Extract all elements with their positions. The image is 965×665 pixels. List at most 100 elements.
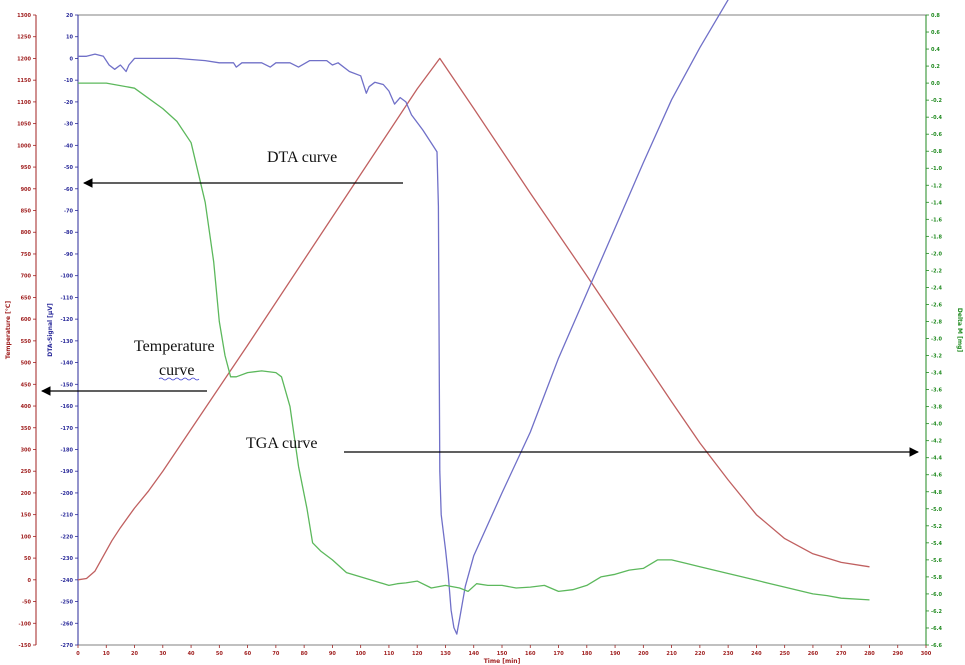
dta-axis-tick-label: -270 <box>60 643 73 649</box>
temperature-axis-tick-label: 950 <box>21 165 32 171</box>
delta-m-axis-tick-label: -5.6 <box>931 558 942 564</box>
dta-axis-tick-label: -80 <box>64 230 74 236</box>
delta-m-axis-ticks: -6.6 -6.4 -6.2 -6.0 -5.8 -5.6 -5.4 -5.2 -5.0 -4.8… <box>926 13 942 649</box>
temperature-axis-tick-label: 1000 <box>17 143 31 149</box>
temperature-axis-tick-label: 850 <box>21 209 32 215</box>
dta-axis-tick-label: -210 <box>60 513 73 519</box>
time-axis-tick-label: 160 <box>525 651 536 657</box>
temperature-axis-tick-label: 900 <box>21 187 32 193</box>
delta-m-axis-tick-label: -4.4 <box>931 456 942 462</box>
dta-axis-tick-label: -190 <box>60 469 73 475</box>
temperature-series-line <box>77 57 870 581</box>
delta-m-axis-tick-label: 0.4 <box>931 47 940 53</box>
delta-m-axis-tick-label: -3.6 <box>931 388 942 394</box>
temperature-axis-tick-label: 1300 <box>17 13 31 19</box>
dta-axis-tick-label: 20 <box>66 13 73 19</box>
time-axis-tick-label: 110 <box>384 651 395 657</box>
time-axis-tick-label: 170 <box>553 651 564 657</box>
delta-m-axis-tick-label: -0.6 <box>931 132 942 138</box>
delta-m-axis-tick-label: -4.0 <box>931 422 942 428</box>
dta-axis-tick-label: -230 <box>60 556 73 562</box>
delta-m-axis-tick-label: -6.4 <box>931 626 942 632</box>
time-axis-tick-label: 240 <box>751 651 762 657</box>
dta-axis-tick-label: -20 <box>64 100 74 106</box>
delta-m-axis-tick-label: -2.4 <box>931 285 942 291</box>
dta-axis-tick-label: -180 <box>60 447 73 453</box>
time-axis-ticks: 0 10 20 30 40 50 60 70 80 90 100 110 120 130 140 150 160… <box>76 645 932 657</box>
delta-m-axis-tick-label: -6.6 <box>931 643 942 649</box>
dta-axis-tick-label: -240 <box>60 578 73 584</box>
temperature-axis-tick-label: 350 <box>21 426 32 432</box>
delta-m-axis-tick-label: -5.8 <box>931 575 942 581</box>
delta-m-axis-tick-label: -3.8 <box>931 405 942 411</box>
temperature-axis-tick-label: 300 <box>21 447 32 453</box>
time-axis-tick-label: 40 <box>188 651 195 657</box>
delta-m-axis-tick-label: -1.2 <box>931 183 942 189</box>
temperature-axis-tick-label: 100 <box>21 534 32 540</box>
time-axis-tick-label: 290 <box>893 651 904 657</box>
time-axis-tick-label: 100 <box>355 651 366 657</box>
temperature-axis-tick-label: 200 <box>21 491 32 497</box>
delta-m-axis-tick-label: -4.2 <box>931 439 942 445</box>
time-axis-tick-label: 120 <box>412 651 423 657</box>
dta-axis-tick-label: -140 <box>60 361 73 367</box>
dta-axis-tick-label: -150 <box>60 382 73 388</box>
temperature-axis-tick-label: -150 <box>18 643 31 649</box>
dta-axis-tick-label: -160 <box>60 404 73 410</box>
tga-annotation-label: TGA curve <box>246 435 318 452</box>
delta-m-axis-tick-label: -4.8 <box>931 490 942 496</box>
dta-annotation-label: DTA curve <box>267 149 337 166</box>
delta-m-axis-tick-label: -0.2 <box>931 98 942 104</box>
dta-axis-ticks: -270-260-250-240-230-220-210-200-190-180… <box>60 13 78 649</box>
delta-m-axis-tick-label: -2.8 <box>931 319 942 325</box>
delta-m-axis-tick-label: -1.4 <box>931 200 942 206</box>
dta-axis-tick-label: -260 <box>60 621 73 627</box>
temperature-axis-tick-label: 1200 <box>17 56 31 62</box>
delta-m-axis-tick-label: -0.4 <box>931 115 942 121</box>
plot-frame <box>77 14 927 646</box>
time-axis-tick-label: 270 <box>836 651 847 657</box>
delta-m-axis-tick-label: -2.6 <box>931 302 942 308</box>
time-axis-tick-label: 20 <box>131 651 138 657</box>
delta-m-axis-label: Delta M [mg] <box>956 308 963 352</box>
delta-m-axis-tick-label: -6.2 <box>931 609 942 615</box>
time-axis-tick-label: 200 <box>638 651 649 657</box>
temperature-axis-tick-label: 250 <box>21 469 32 475</box>
temperature-axis-tick-label: 1150 <box>17 78 31 84</box>
time-axis-tick-label: 280 <box>864 651 875 657</box>
time-axis-tick-label: 150 <box>497 651 508 657</box>
delta-m-axis-tick-label: -2.2 <box>931 268 942 274</box>
delta-m-axis-tick-label: -5.4 <box>931 541 942 547</box>
temperature-axis-tick-label: 150 <box>21 513 32 519</box>
time-axis-tick-label: 0 <box>76 651 80 657</box>
time-axis-tick-label: 210 <box>666 651 677 657</box>
temperature-axis-tick-label: -50 <box>22 600 32 606</box>
dta-axis-tick-label: -130 <box>60 339 73 345</box>
delta-m-axis-tick-label: -1.8 <box>931 234 942 240</box>
temperature-axis-tick-label: 400 <box>21 404 32 410</box>
dta-axis-tick-label: -100 <box>60 274 73 280</box>
delta_m-series-line <box>78 82 870 601</box>
temperature-axis-tick-label: 600 <box>21 317 32 323</box>
time-axis-tick-label: 30 <box>159 651 166 657</box>
time-axis-tick-label: 130 <box>440 651 451 657</box>
temperature-annotation-label: Temperature <box>134 338 215 355</box>
delta-m-axis-tick-label: -6.0 <box>931 592 942 598</box>
time-axis-tick-label: 180 <box>582 651 593 657</box>
delta-m-axis-tick-label: -5.0 <box>931 507 942 513</box>
dta-axis-tick-label: -110 <box>60 295 73 301</box>
delta-m-axis-tick-label: -5.2 <box>931 524 942 530</box>
time-axis-tick-label: 10 <box>103 651 110 657</box>
temperature-axis-tick-label: 800 <box>21 230 32 236</box>
time-axis-tick-label: 90 <box>329 651 336 657</box>
time-axis-tick-label: 220 <box>695 651 706 657</box>
delta-m-axis-tick-label: 0.6 <box>931 30 940 36</box>
time-axis-tick-label: 50 <box>216 651 223 657</box>
dta-axis-tick-label: -10 <box>64 78 74 84</box>
temperature-axis-tick-label: 650 <box>21 295 32 301</box>
dta-axis-tick-label: -250 <box>60 600 73 606</box>
temperature-annotation-label-2: curve <box>159 362 195 379</box>
delta-m-axis-tick-label: -2.0 <box>931 251 942 257</box>
delta-m-axis-tick-label: 0.8 <box>931 13 940 19</box>
delta-m-axis-tick-label: 0.2 <box>931 64 940 70</box>
